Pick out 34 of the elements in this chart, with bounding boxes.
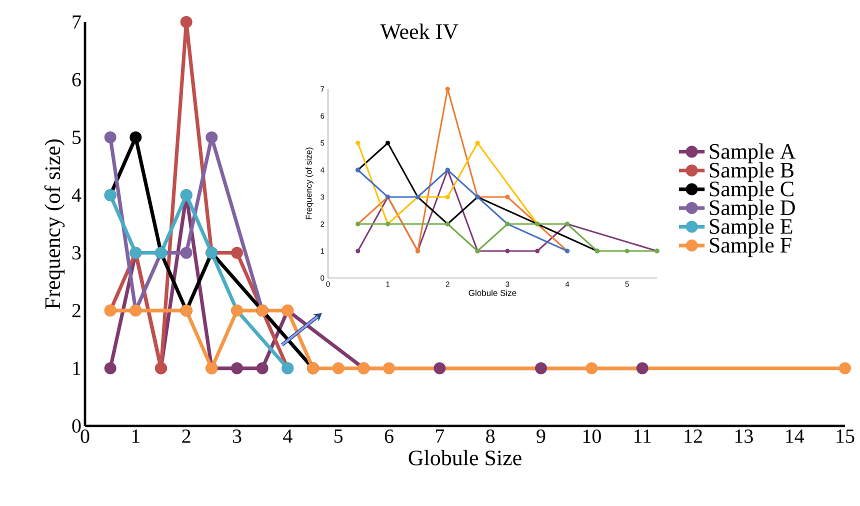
x-tick-label: 4: [283, 430, 292, 443]
x-axis-title: Globule Size: [468, 290, 516, 296]
x-tick-label: 8: [486, 430, 495, 444]
x-tick-label: 1: [132, 430, 140, 443]
legend-label: Sample B: [710, 162, 794, 182]
legend-label: Sample A: [710, 143, 796, 164]
legend-label: Sample D: [710, 200, 795, 220]
y-tick-label: 4: [72, 188, 82, 202]
y-tick-label: 2: [72, 304, 80, 318]
legend-label: Sample E: [710, 218, 792, 238]
x-tick-label: 13: [735, 430, 753, 443]
y-axis-title: Frequency (of size): [306, 148, 314, 220]
y-tick-label: 3: [72, 246, 81, 260]
x-tick-label: 11: [634, 430, 651, 443]
x-tick-label: 5: [334, 430, 343, 443]
x-axis-title: Globule Size: [408, 450, 522, 466]
x-tick-label: 10: [583, 430, 601, 444]
x-tick-label: 15: [836, 430, 854, 443]
x-tick-label: 6: [384, 430, 394, 443]
y-tick-label: 1: [73, 362, 80, 375]
x-tick-label: 2: [182, 430, 190, 443]
chart-title: Week IV: [380, 24, 458, 40]
x-tick-label: 3: [232, 430, 242, 443]
x-tick-label: 14: [786, 430, 804, 443]
x-tick-label: 9: [536, 430, 546, 443]
legend-label: Sample C: [710, 180, 794, 201]
legend-label: Sample F: [710, 237, 792, 258]
x-tick-label: 7: [436, 430, 444, 443]
y-tick-label: 7: [72, 15, 81, 29]
y-tick-label: 0: [72, 419, 81, 433]
x-tick-label: 12: [684, 430, 702, 443]
y-tick-label: 6: [72, 73, 81, 86]
y-tick-label: 5: [72, 130, 81, 144]
y-axis-title: Frequency (of size): [44, 139, 65, 309]
